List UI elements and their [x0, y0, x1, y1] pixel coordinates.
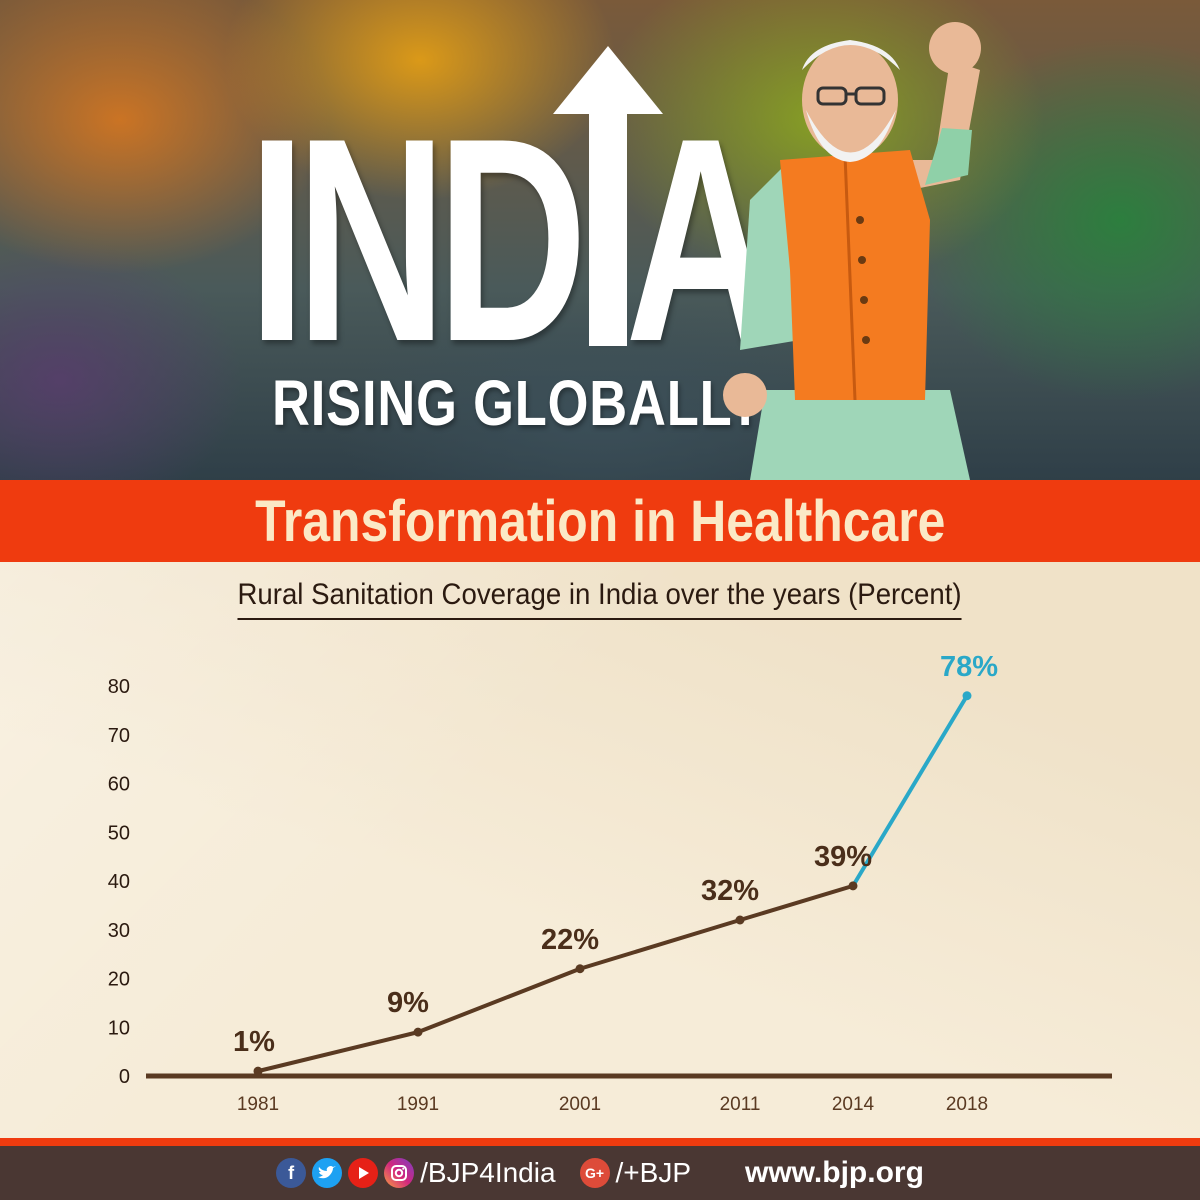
x-tick-label: 2014 — [832, 1094, 875, 1115]
leader-illustration — [723, 22, 981, 480]
y-tick-label: 80 — [108, 676, 130, 698]
series-line — [257, 883, 854, 1074]
data-label: 39% — [814, 841, 872, 873]
line-chart: 0 10 20 30 40 50 60 70 80 1981 1991 2001 2011 2014 201… — [108, 651, 1112, 1115]
facebook-icon[interactable]: f — [276, 1158, 307, 1188]
data-point — [413, 1027, 423, 1037]
data-point — [253, 1066, 263, 1076]
x-tick-label: 2011 — [720, 1094, 761, 1115]
data-point — [962, 691, 972, 701]
hero-title: INDIA — [248, 78, 776, 402]
data-label: 32% — [701, 875, 759, 907]
youtube-icon[interactable] — [348, 1158, 379, 1188]
y-tick-label: 60 — [108, 774, 130, 796]
chart-title: Rural Sanitation Coverage in India over … — [0, 578, 1200, 620]
instagram-icon[interactable] — [384, 1158, 415, 1188]
twitter-icon[interactable] — [312, 1158, 343, 1188]
google-plus-handle[interactable]: /+BJP — [615, 1157, 692, 1188]
footer-accent-strip — [0, 1138, 1200, 1146]
hero: INDIA RISING GLOBALLY — [0, 0, 1200, 480]
social-handle[interactable]: /BJP4India — [420, 1157, 556, 1188]
x-tick-label: 1991 — [397, 1094, 439, 1115]
series-line-highlight — [851, 694, 969, 887]
y-tick-label: 50 — [108, 822, 130, 844]
banner-title: Transformation in Healthcare — [254, 488, 946, 554]
data-point — [735, 915, 745, 925]
chart-title-text: Rural Sanitation Coverage in India over … — [237, 578, 963, 620]
y-tick-label: 20 — [108, 969, 130, 991]
google-plus-icon[interactable]: G+ — [579, 1158, 610, 1188]
data-label: 78% — [940, 651, 998, 683]
up-arrow-icon — [553, 46, 663, 346]
y-tick-label: 0 — [119, 1066, 130, 1088]
chart-background — [0, 562, 1200, 1138]
x-tick-label: 2018 — [946, 1094, 988, 1115]
x-tick-label: 2001 — [559, 1094, 601, 1115]
y-tick-label: 30 — [108, 920, 130, 942]
data-point — [848, 881, 858, 891]
data-label: 22% — [541, 924, 599, 956]
y-tick-label: 70 — [108, 725, 130, 747]
y-tick-label: 40 — [108, 871, 130, 893]
y-tick-label: 10 — [108, 1017, 130, 1039]
data-label: 1% — [233, 1026, 275, 1058]
section-banner: Transformation in Healthcare — [0, 480, 1200, 562]
data-label: 9% — [387, 987, 429, 1019]
data-point — [575, 964, 585, 974]
footer: f /BJP4India G+ /+BJP www.bjp.org — [0, 1146, 1200, 1200]
x-tick-label: 1981 — [237, 1094, 279, 1115]
hero-subtitle: RISING GLOBALLY — [272, 367, 764, 439]
website-link[interactable]: www.bjp.org — [745, 1156, 924, 1189]
